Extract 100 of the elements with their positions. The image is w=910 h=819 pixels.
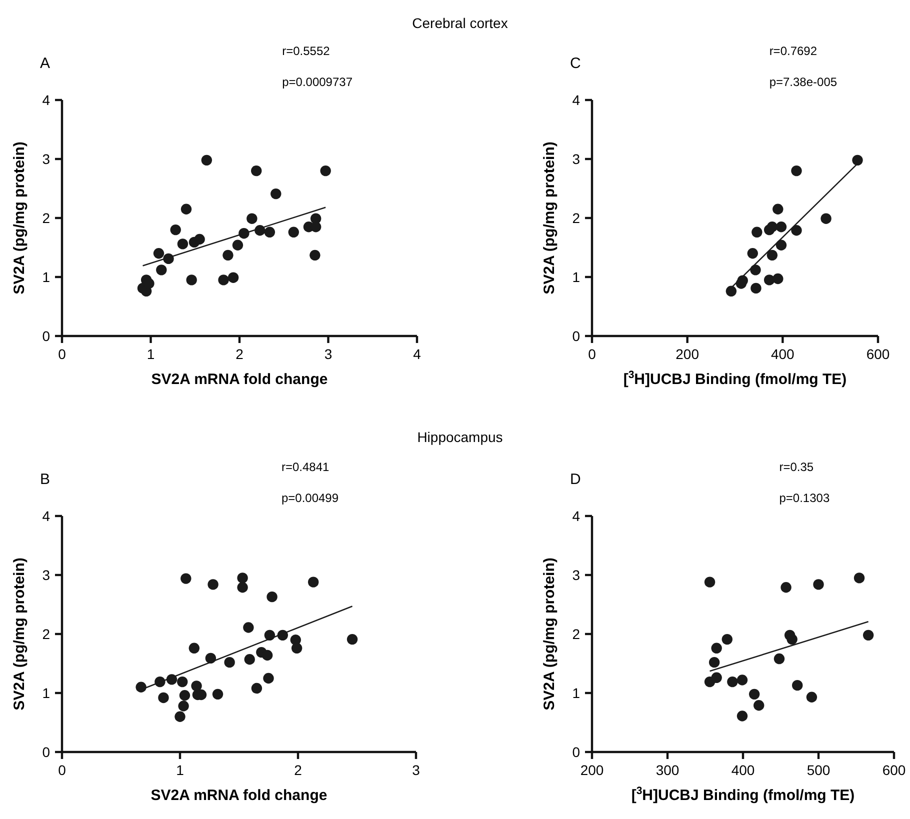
- point: [178, 700, 189, 712]
- text: p=0.1303: [779, 491, 830, 505]
- y-tick-label: 2: [572, 210, 580, 226]
- point: [736, 674, 748, 686]
- point: [218, 274, 229, 286]
- x-tick-label: 0: [58, 762, 66, 778]
- point: [180, 204, 192, 214]
- point: [251, 682, 262, 694]
- text: r=0.35: [779, 460, 814, 474]
- point: [246, 213, 258, 224]
- x-axis-title: SV2A mRNA fold change: [151, 371, 328, 388]
- x-tick-label: 600: [866, 346, 890, 362]
- point: [270, 188, 282, 200]
- x-tick-label: 0: [58, 346, 66, 362]
- text: r=0.4841: [281, 460, 330, 474]
- point: [186, 274, 197, 286]
- point: [174, 711, 186, 722]
- x-axis-title: SV2A mRNA fold change: [150, 787, 328, 804]
- x-tick-label: 0: [588, 346, 596, 362]
- y-tick-label: 4: [42, 92, 50, 108]
- point: [747, 248, 758, 259]
- point: [750, 282, 762, 294]
- point: [263, 672, 274, 684]
- y-tick-label: 3: [42, 151, 50, 167]
- y-axis-title: SV2A (pg/mg protein): [11, 142, 28, 294]
- point: [320, 165, 331, 176]
- point: [188, 642, 200, 654]
- point: [308, 576, 319, 588]
- point: [264, 226, 276, 238]
- text: A: [40, 55, 50, 72]
- x-tick-label: 2: [236, 346, 244, 362]
- y-tick-label: 0: [572, 744, 580, 760]
- y-tick-label: 1: [42, 269, 50, 285]
- point: [764, 274, 775, 286]
- y-tick-label: 4: [42, 508, 50, 524]
- x-axis-title: [$^{3}$H]UCBJ Binding (fmol/mg TE): [631, 785, 855, 804]
- point: [237, 582, 248, 593]
- point: [820, 213, 832, 224]
- point: [748, 688, 760, 700]
- text: r=0.7692: [769, 44, 818, 58]
- text: r=0.5552: [282, 44, 330, 58]
- point: [177, 676, 188, 688]
- y-axis-title: SV2A (pg/mg protein): [541, 558, 558, 710]
- y-tick-label: 2: [42, 626, 50, 642]
- y-tick-label: 4: [572, 508, 580, 524]
- point: [288, 226, 299, 238]
- point: [244, 654, 255, 665]
- text: p=0.00499: [281, 491, 339, 505]
- x-tick-label: 1: [146, 346, 155, 362]
- point: [708, 656, 720, 668]
- point: [158, 692, 169, 704]
- y-tick-label: 3: [572, 151, 580, 167]
- point: [752, 226, 762, 238]
- point: [862, 630, 874, 641]
- point: [806, 692, 818, 702]
- text: B: [40, 471, 50, 488]
- point: [156, 264, 167, 276]
- x-tick-label: 300: [656, 762, 680, 778]
- point: [766, 222, 778, 232]
- point: [191, 680, 202, 692]
- point: [854, 572, 865, 584]
- point: [852, 154, 863, 166]
- x-tick-label: 3: [324, 346, 332, 362]
- x-tick-label: 400: [770, 346, 795, 362]
- point: [704, 576, 716, 588]
- point: [243, 622, 254, 633]
- y-tick-label: 0: [572, 328, 580, 344]
- point: [180, 573, 192, 584]
- point: [222, 250, 234, 261]
- point: [772, 204, 784, 214]
- point: [237, 572, 248, 584]
- point: [251, 165, 262, 176]
- y-tick-label: 0: [42, 328, 50, 344]
- text: Cerebral cortex: [412, 15, 508, 31]
- point: [224, 656, 235, 668]
- point: [736, 710, 748, 722]
- y-tick-label: 0: [42, 744, 50, 760]
- point: [201, 154, 212, 166]
- point: [153, 248, 164, 259]
- point: [791, 225, 802, 236]
- y-axis-title: SV2A (pg/mg protein): [11, 558, 28, 710]
- x-tick-label: 4: [413, 346, 422, 362]
- y-axis-title: SV2A (pg/mg protein): [541, 142, 558, 294]
- text: p=0.0009737: [282, 75, 353, 89]
- point: [262, 650, 273, 661]
- y-tick-label: 1: [572, 685, 580, 701]
- point: [310, 250, 320, 261]
- point: [780, 582, 792, 593]
- point: [212, 688, 224, 700]
- point: [774, 653, 785, 664]
- point: [722, 634, 732, 645]
- point: [776, 222, 787, 232]
- point: [772, 273, 784, 284]
- y-tick-label: 3: [572, 567, 580, 583]
- point: [786, 634, 798, 645]
- text: C: [570, 55, 581, 72]
- point: [711, 642, 722, 654]
- x-tick-label: 200: [676, 346, 700, 362]
- point: [776, 240, 787, 250]
- point: [208, 579, 218, 590]
